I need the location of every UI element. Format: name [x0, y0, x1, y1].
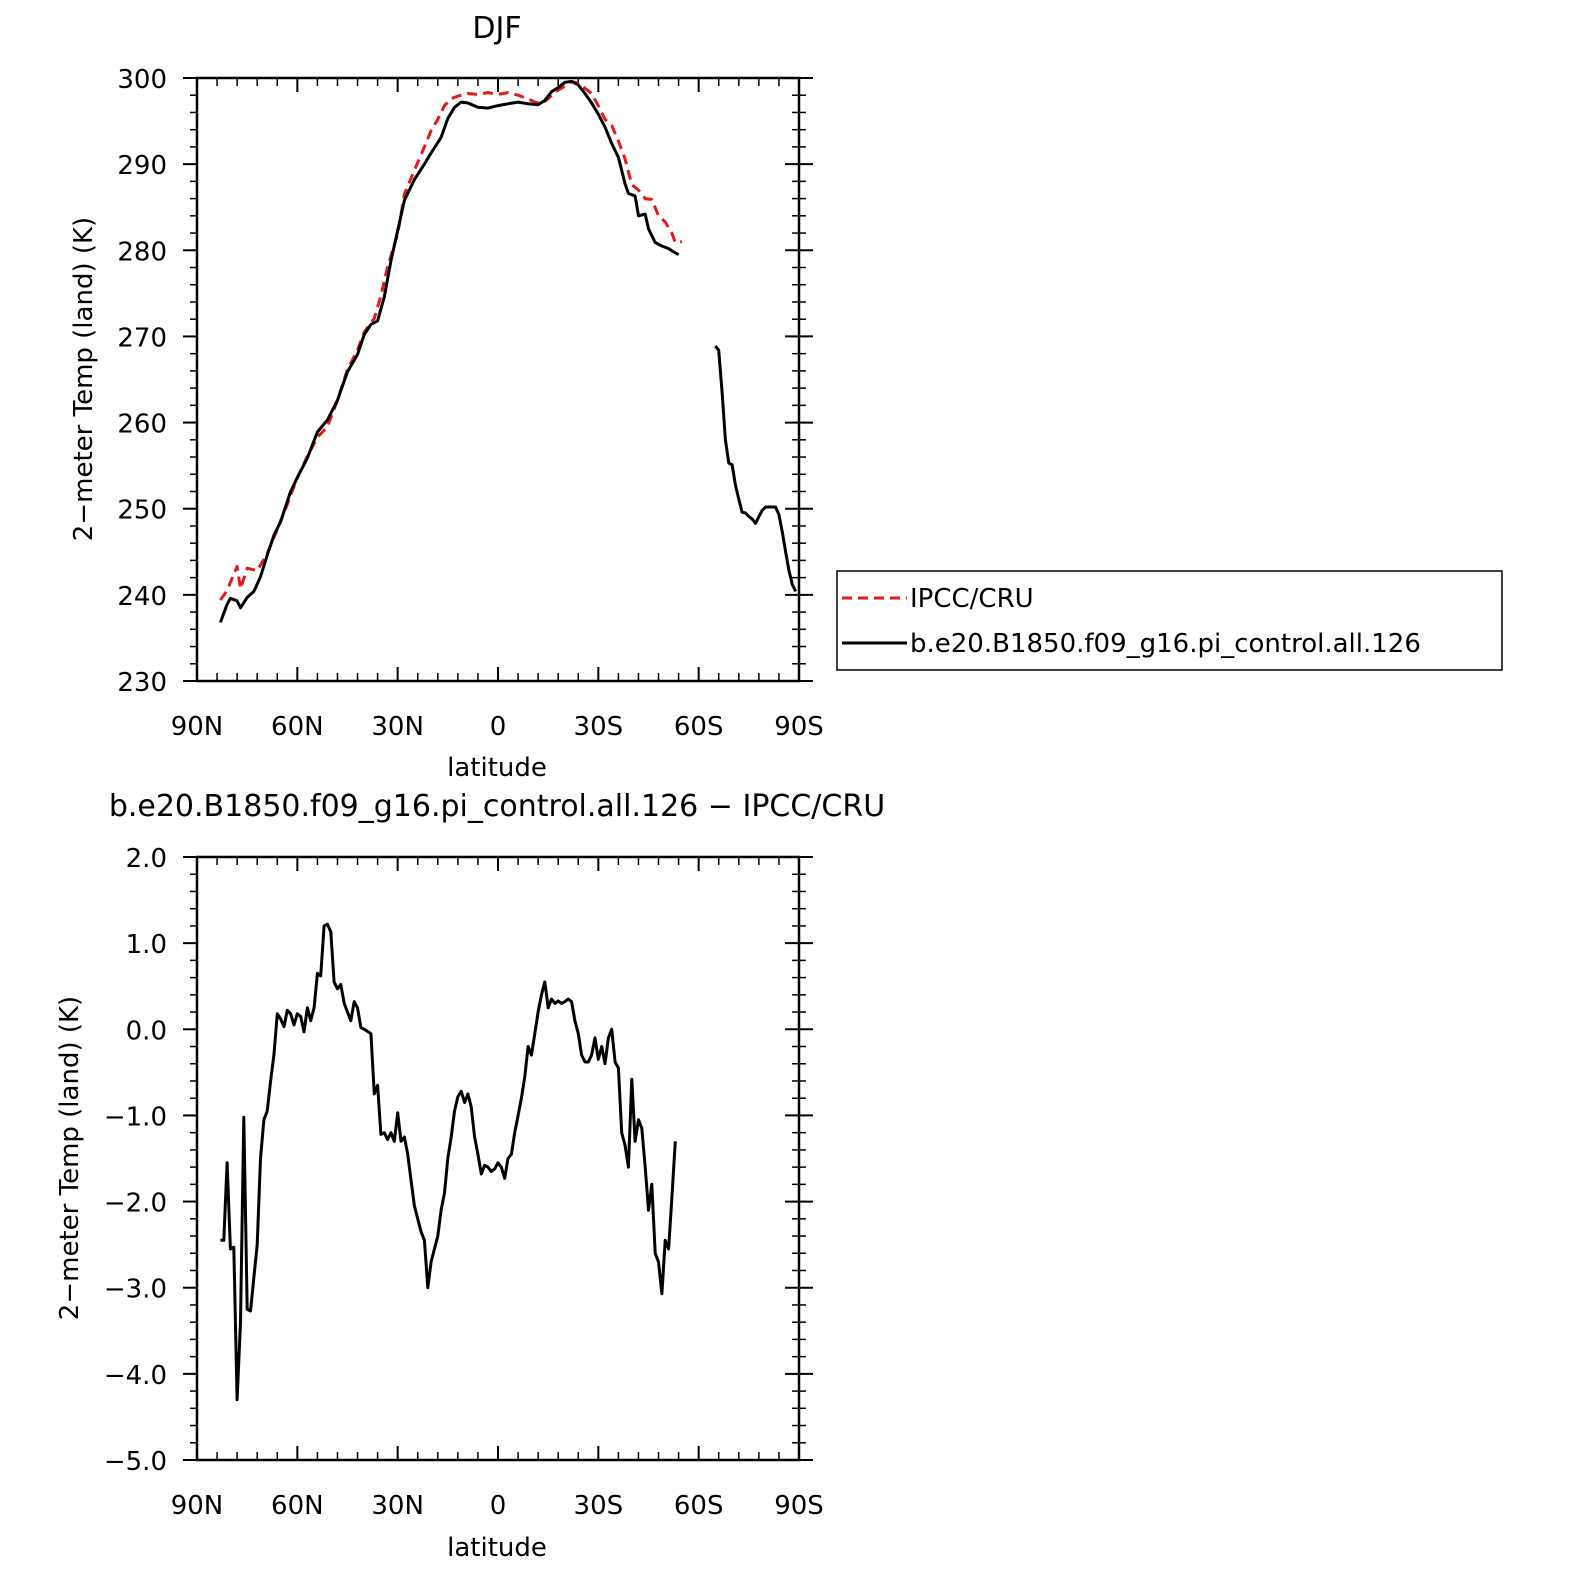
top-y-axis-label: 2−meter Temp (land) (K)	[69, 217, 99, 541]
legend-label-ipcc-cru: IPCC/CRU	[910, 584, 1034, 614]
top-y-tick-label: 230	[117, 668, 167, 698]
bottom-y-tick-label: 1.0	[126, 930, 167, 960]
bottom-x-tick-label: 30S	[574, 1491, 624, 1521]
legend-label-model: b.e20.B1850.f09_g16.pi_control.all.126	[910, 629, 1421, 659]
top-x-tick-label: 30S	[574, 712, 624, 742]
top-series-group	[218, 79, 798, 623]
bottom-y-tick-label: 2.0	[126, 844, 167, 874]
bottom-y-axis-label: 2−meter Temp (land) (K)	[55, 996, 85, 1320]
top-series-line-1-segment-1	[714, 344, 798, 593]
legend: IPCC/CRU b.e20.B1850.f09_g16.pi_control.…	[836, 570, 1503, 671]
top-x-tick-label: 60N	[271, 712, 324, 742]
bottom-chart-title: b.e20.B1850.f09_g16.pi_control.all.126 −…	[109, 789, 885, 824]
top-x-tick-label: 90N	[171, 712, 224, 742]
bottom-y-tick-label: −5.0	[104, 1447, 167, 1477]
bottom-series-group	[220, 922, 677, 1402]
top-series-line-0-segment-0	[219, 79, 683, 601]
bottom-tick-group: 90N 60N 30N 0 30S 60S 90S −5.0 −4.0 −3.0 −2.0 −1.0 0…	[104, 844, 824, 1521]
bottom-panel: b.e20.B1850.f09_g16.pi_control.all.126 −…	[55, 789, 885, 1563]
top-chart-title: DJF	[472, 11, 521, 46]
bottom-series-line-0-segment-0	[220, 922, 677, 1402]
top-x-tick-label: 90S	[774, 712, 824, 742]
top-y-tick-label: 270	[117, 323, 167, 353]
top-y-tick-label: 250	[117, 496, 167, 526]
bottom-x-axis-label: latitude	[447, 1533, 547, 1563]
bottom-y-tick-label: −4.0	[104, 1361, 167, 1391]
bottom-x-tick-label: 60N	[271, 1491, 324, 1521]
top-y-tick-label: 290	[117, 151, 167, 181]
top-y-tick-label: 240	[117, 582, 167, 612]
top-x-axis-label: latitude	[447, 753, 547, 783]
bottom-y-tick-label: −3.0	[104, 1275, 167, 1305]
bottom-y-tick-label: −1.0	[104, 1102, 167, 1132]
bottom-y-tick-label: −2.0	[104, 1189, 167, 1219]
bottom-x-tick-label: 90N	[171, 1491, 224, 1521]
legend-box	[836, 570, 1503, 671]
top-y-tick-label: 300	[117, 65, 167, 95]
top-plot-frame	[195, 76, 801, 683]
top-panel: DJF 2−meter Temp (land) (K) latitude 90N…	[69, 11, 824, 783]
top-series-line-1-segment-0	[218, 79, 680, 623]
top-tick-group: 90N 60N 30N 0 30S 60S 90S 230 240 250 260 270 280 290…	[117, 65, 823, 742]
bottom-plot-frame	[195, 855, 801, 1462]
top-x-tick-label: 0	[490, 712, 507, 742]
top-y-tick-label: 280	[117, 237, 167, 267]
top-y-tick-label: 260	[117, 410, 167, 440]
bottom-x-tick-label: 60S	[674, 1491, 724, 1521]
bottom-x-tick-label: 0	[490, 1491, 507, 1521]
bottom-x-tick-label: 30N	[371, 1491, 424, 1521]
top-x-tick-label: 30N	[371, 712, 424, 742]
bottom-x-tick-label: 90S	[774, 1491, 824, 1521]
bottom-y-tick-label: 0.0	[126, 1016, 167, 1046]
top-x-tick-label: 60S	[674, 712, 724, 742]
